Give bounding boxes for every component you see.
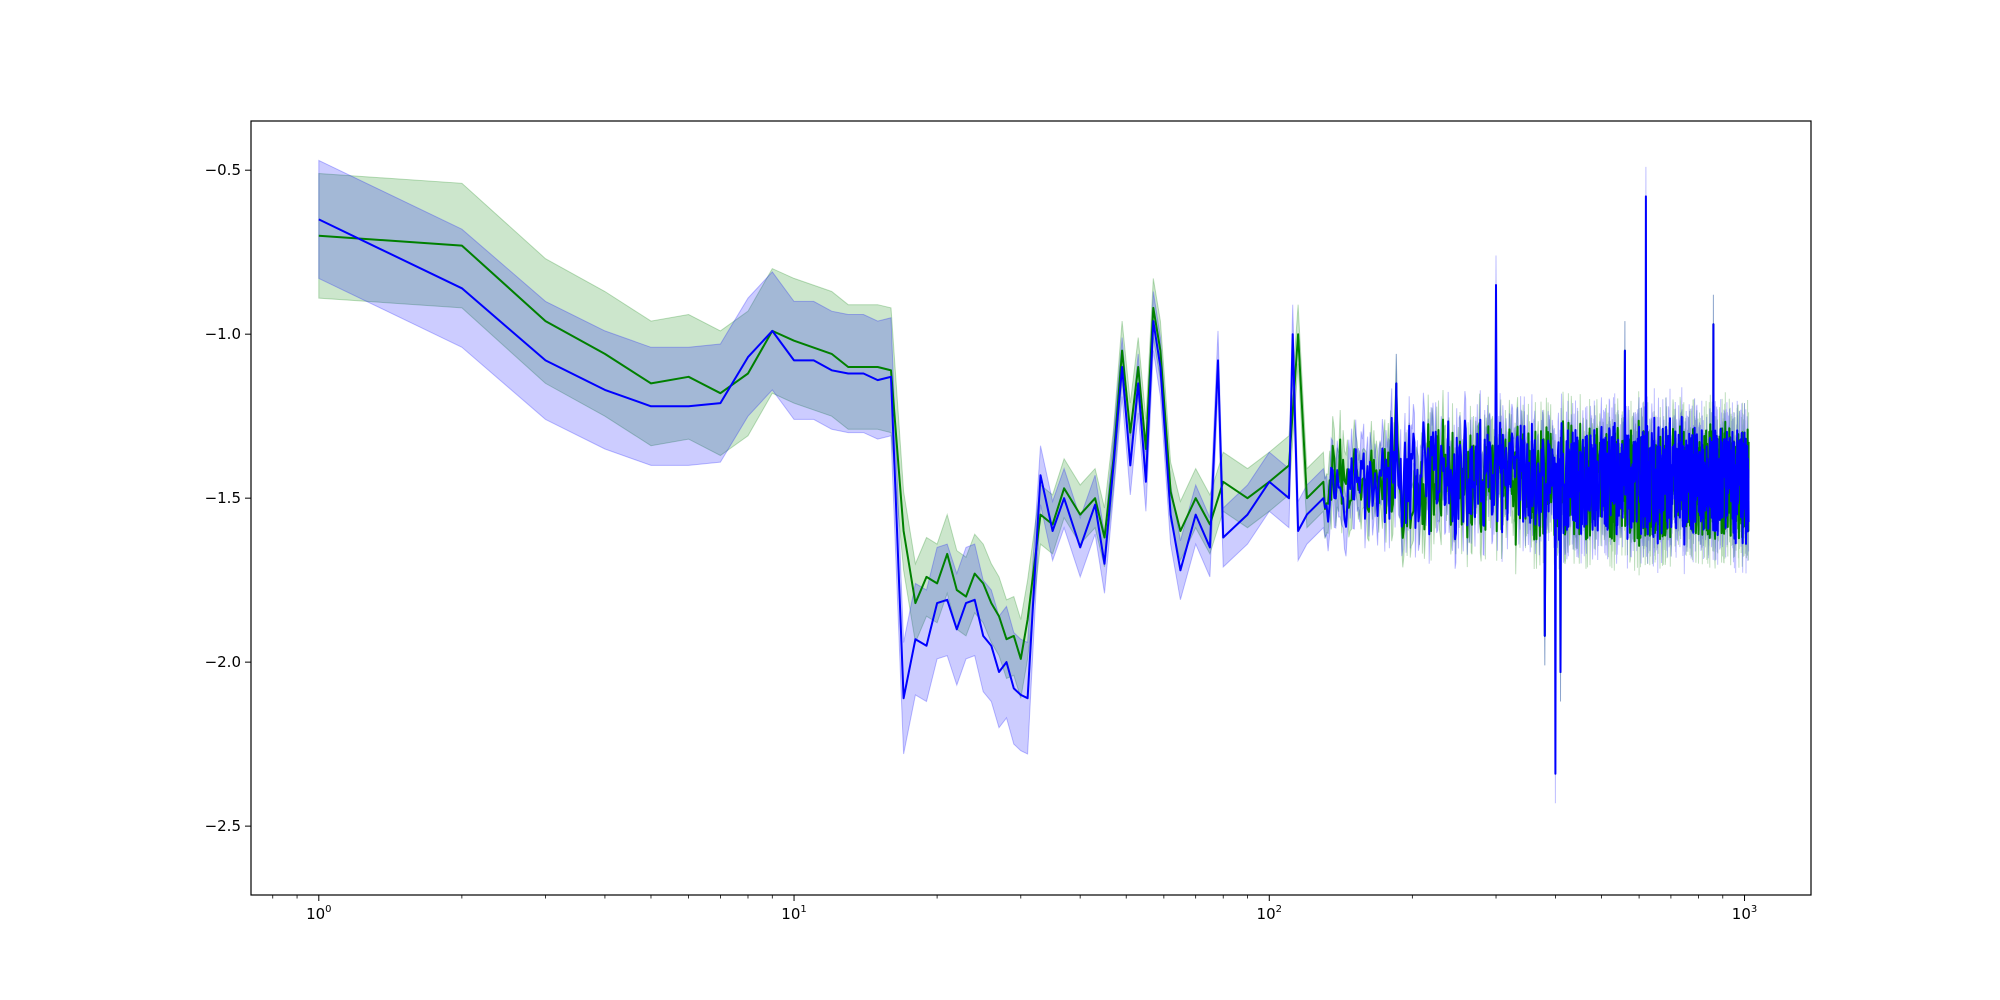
axes-frame: [250, 120, 1812, 896]
y-tick-label: −0.5: [205, 161, 241, 179]
y-tick-label: −2.0: [205, 653, 241, 671]
series-lines: [318, 195, 1750, 775]
y-axis-ticks: −0.5 −1.0 −1.5 −2.0 −2.5: [205, 161, 251, 835]
y-tick-label: −1.0: [205, 325, 241, 343]
y-tick-label: −2.5: [205, 817, 241, 835]
y-tick-label: −1.5: [205, 489, 241, 507]
x-tick-label: 101: [781, 904, 806, 923]
x-tick-label: 103: [1732, 904, 1757, 923]
x-tick-label: 100: [306, 904, 331, 923]
series-line-2: [318, 195, 1750, 775]
x-tick-label: 102: [1257, 904, 1282, 923]
x-axis-ticks: 100 101 102 103: [272, 895, 1757, 923]
